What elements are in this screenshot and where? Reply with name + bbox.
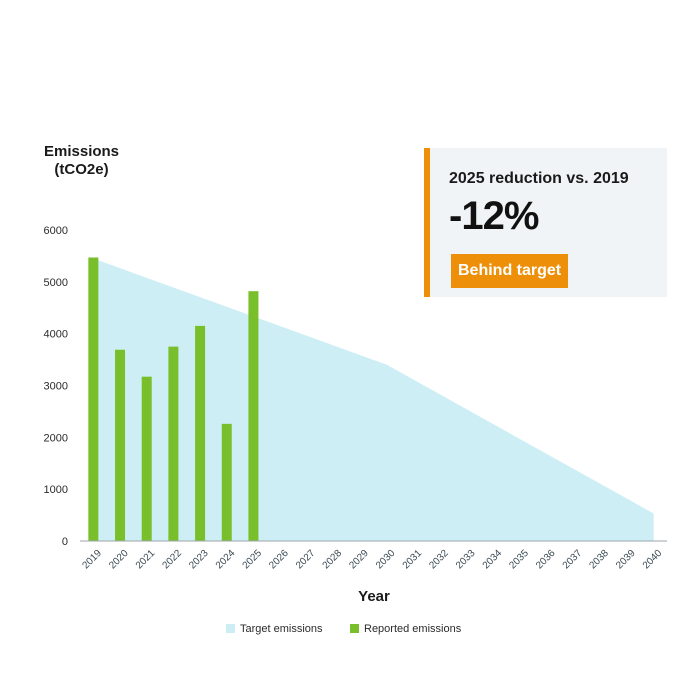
- x-tick-label: 2030: [374, 548, 398, 572]
- x-tick-label: 2033: [454, 548, 478, 572]
- y-tick-label: 5000: [44, 277, 68, 289]
- y-tick-label: 3000: [44, 381, 68, 393]
- x-tick-label: 2034: [481, 548, 505, 572]
- x-tick-label: 2019: [80, 548, 104, 572]
- x-tick-label: 2022: [161, 548, 185, 572]
- y-axis-label: Emissions (tCO2e): [44, 143, 119, 179]
- callout-accent-bar: [424, 148, 430, 297]
- reported-bar-2024: [221, 423, 232, 541]
- legend-label-2: Reported emissions: [364, 623, 462, 635]
- x-tick-label: 2037: [561, 548, 585, 572]
- y-tick-label: 0: [62, 536, 68, 548]
- y-tick-label: 1000: [44, 484, 68, 496]
- x-tick-label: 2025: [241, 548, 265, 572]
- y-axis-label-line1: Emissions: [44, 143, 120, 160]
- reported-bar-2025: [248, 291, 259, 541]
- reported-bar-2020: [115, 349, 126, 541]
- x-tick-label: 2028: [321, 548, 345, 572]
- x-tick-label: 2024: [214, 548, 238, 572]
- callout-title: 2025 reduction vs. 2019: [449, 170, 629, 187]
- y-tick-label: 4000: [44, 329, 68, 341]
- x-tick-label: 2039: [614, 548, 638, 572]
- x-tick-label: 2036: [534, 548, 558, 572]
- y-tick-label: 6000: [44, 225, 68, 237]
- x-tick-label: 2026: [267, 548, 291, 572]
- reported-bar-2023: [195, 325, 206, 541]
- target-emissions-area: [93, 258, 654, 541]
- x-tick-label: 2027: [294, 548, 318, 572]
- x-tick-label: 2031: [401, 548, 425, 572]
- reported-bar-2019: [88, 257, 99, 541]
- x-tick-label: 2021: [134, 548, 158, 572]
- legend-swatch-1: [226, 624, 235, 633]
- x-tick-label: 2035: [507, 548, 531, 572]
- x-tick-label: 2038: [587, 548, 611, 572]
- callout-value: -12%: [449, 194, 539, 238]
- x-tick-label: 2023: [187, 548, 211, 572]
- x-tick-label: 2032: [427, 548, 451, 572]
- status-badge: Behind target: [451, 254, 569, 288]
- reported-bar-2021: [141, 376, 152, 541]
- legend-swatch-2: [350, 624, 359, 633]
- x-tick-label: 2029: [347, 548, 371, 572]
- x-tick-label: 2040: [641, 548, 665, 572]
- y-tick-label: 2000: [44, 432, 68, 444]
- reported-bar-2022: [168, 346, 179, 541]
- reduction-callout: 2025 reduction vs. 2019 -12% Behind targ…: [424, 148, 667, 297]
- x-axis-label: Year: [358, 588, 390, 605]
- x-tick-label: 2020: [107, 548, 131, 572]
- y-axis-label-line2: (tCO2e): [54, 161, 109, 178]
- legend-label-1: Target emissions: [240, 623, 323, 635]
